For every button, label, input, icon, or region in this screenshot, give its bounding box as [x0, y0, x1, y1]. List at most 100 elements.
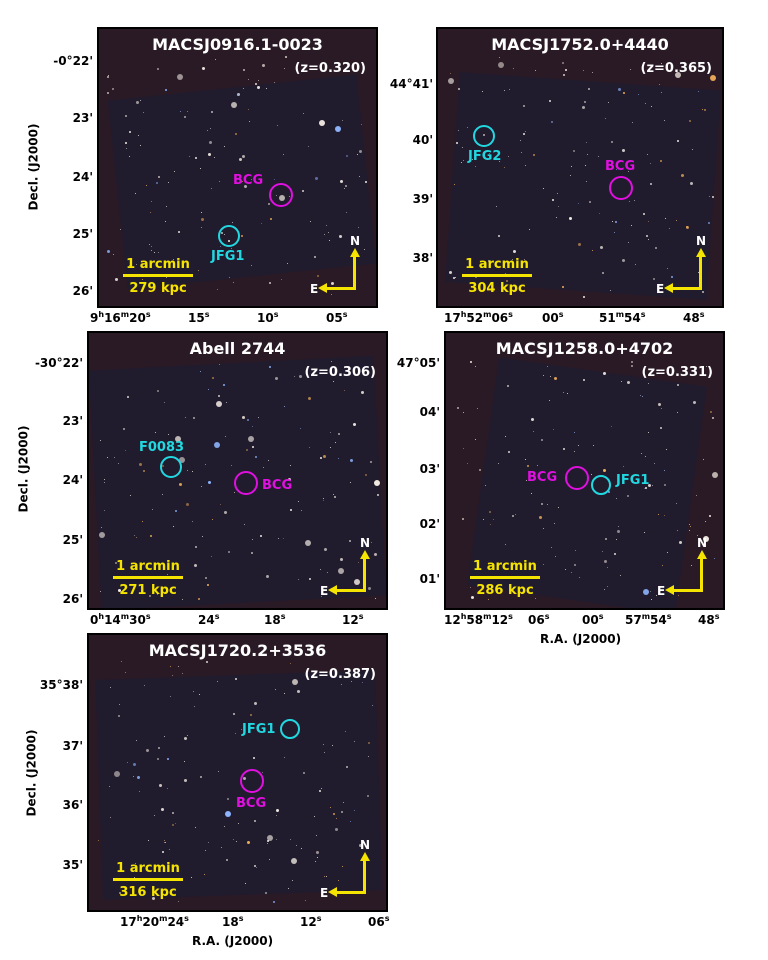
star: [359, 176, 360, 177]
star: [599, 213, 600, 214]
star: [556, 217, 557, 218]
star: [316, 835, 317, 836]
east-arrow-icon: [665, 585, 674, 595]
star: [205, 577, 207, 579]
east-arrow-icon: [328, 585, 337, 595]
star: [551, 121, 553, 123]
star: [248, 436, 254, 442]
star: [461, 162, 462, 163]
star: [290, 465, 291, 466]
star: [574, 564, 576, 566]
star: [315, 861, 316, 862]
star: [305, 540, 311, 546]
star: [660, 427, 662, 429]
east-arrow-shaft: [670, 287, 702, 290]
star: [243, 69, 245, 71]
star: [178, 231, 180, 233]
star: [504, 167, 505, 168]
star: [593, 445, 594, 446]
star: [308, 397, 311, 400]
star: [242, 181, 243, 182]
star: [302, 190, 304, 192]
star: [220, 246, 221, 247]
star: [305, 900, 306, 901]
xtick: 12h58m12s: [444, 612, 513, 627]
scale-bar-line: [470, 576, 540, 579]
star: [283, 538, 284, 539]
star: [512, 515, 514, 517]
star: [215, 59, 216, 60]
star: [108, 75, 109, 76]
star: [640, 395, 641, 396]
star: [329, 240, 330, 241]
star: [150, 535, 152, 537]
star: [533, 431, 534, 432]
star: [513, 250, 516, 253]
star: [252, 426, 253, 427]
star: [133, 763, 136, 766]
star: [471, 596, 474, 599]
ytick: 25': [72, 227, 93, 241]
star: [550, 376, 551, 377]
star: [292, 679, 298, 685]
star: [710, 75, 716, 81]
star: [664, 515, 665, 516]
star: [631, 361, 633, 363]
star: [104, 479, 105, 480]
star: [475, 276, 477, 278]
star: [659, 84, 660, 85]
ytick: 36': [62, 798, 83, 812]
ytick: 24': [72, 170, 93, 184]
star: [692, 149, 693, 150]
redshift-label: (z=0.331): [641, 365, 713, 380]
star: [262, 772, 263, 773]
star: [614, 553, 616, 555]
star: [600, 246, 603, 249]
star: [648, 239, 649, 240]
scale-bar: 1 arcmin 286 kpc: [470, 559, 540, 598]
star: [706, 366, 707, 367]
star: [101, 527, 102, 528]
star: [667, 552, 668, 553]
star: [698, 62, 700, 64]
source-label: F0083: [139, 440, 185, 455]
star: [134, 877, 135, 878]
star: [204, 874, 205, 875]
star: [365, 181, 367, 183]
star: [622, 149, 625, 152]
star: [134, 535, 135, 536]
star: [321, 788, 322, 789]
star: [266, 575, 269, 578]
star: [664, 120, 665, 121]
star: [645, 487, 647, 489]
star: [627, 495, 629, 497]
star: [698, 91, 699, 92]
star: [368, 756, 369, 757]
bcg-label: BCG: [236, 796, 267, 811]
star: [689, 524, 690, 525]
star: [660, 160, 662, 162]
x-axis-label: R.A. (J2000): [540, 632, 622, 646]
star: [499, 57, 500, 58]
star: [702, 109, 703, 110]
ytick: 24': [62, 473, 83, 487]
north-arrow-shaft: [700, 554, 703, 592]
star: [525, 131, 526, 132]
compass: N E: [657, 536, 713, 598]
star: [643, 589, 649, 595]
star: [158, 252, 159, 253]
star: [227, 798, 229, 800]
star: [162, 494, 163, 495]
star: [655, 247, 657, 249]
star: [514, 561, 515, 562]
star: [224, 511, 227, 514]
star: [251, 179, 252, 180]
star: [712, 472, 718, 478]
star: [520, 140, 521, 141]
star: [241, 729, 242, 730]
star: [236, 841, 237, 842]
star: [139, 791, 140, 792]
star: [164, 842, 165, 843]
star: [463, 448, 464, 449]
star: [616, 539, 617, 540]
